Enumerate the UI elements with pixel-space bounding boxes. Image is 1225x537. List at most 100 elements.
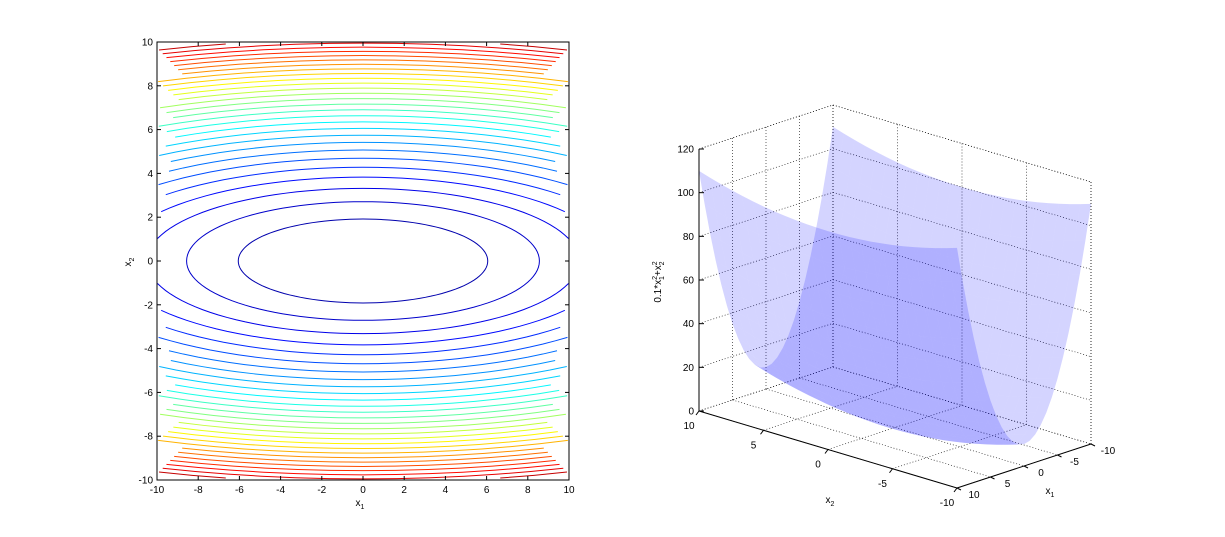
contour-y-tick-label: -2 [144,300,153,311]
surface-patch [923,250,941,285]
surface-patch [1052,332,1069,358]
surface-patch [996,436,1013,443]
contour-line [166,46,560,476]
contour-axes-box [156,41,570,481]
surface-patch [1013,440,1030,445]
surface-patch [935,310,953,339]
surface-patch [781,380,799,387]
surface-patch [1063,204,1081,241]
surface-x2-tick-label: -10 [940,498,955,509]
contour-y-tick-label: 0 [147,257,153,268]
surface-x2-tick-mark [824,449,829,454]
surface-patch [922,423,939,433]
surface-patch [932,437,949,441]
surface-patch [879,346,897,370]
surface-patch [982,352,999,376]
surface-patch [858,285,876,316]
surface-patch [875,193,892,233]
surface-patch [812,350,830,373]
contour-x-tick-label: 4 [443,485,449,496]
surface-patch [844,267,861,301]
surface-patch [843,176,860,217]
surface-patch [981,394,999,411]
contour-x-tick-label: -2 [317,485,326,496]
surface-patch [841,404,858,413]
surface-patch [776,370,794,381]
surface-patch [896,329,913,355]
surface-patch [878,424,895,428]
surface-patch [965,431,982,440]
surface-patch [975,443,992,445]
contour-x-tick-label: 2 [401,485,407,496]
surface-patch [873,421,890,428]
surface-patch [872,410,889,423]
surface-patch [878,419,895,429]
surface-wall-grid-line [698,366,834,412]
surface-patch [1009,271,1027,304]
contour-y-tick-label: 6 [147,125,153,136]
surface-patch [841,383,858,398]
surface-patch [1015,237,1032,273]
surface-patch [802,374,819,391]
surface-patch [806,283,824,315]
surface-patch [774,211,791,249]
surface-patch [1031,202,1048,240]
surface-patch [992,395,1009,412]
surface-patch [793,301,811,327]
surface-patch [937,424,954,435]
surface-patch [848,280,865,311]
surface-patch [898,333,915,359]
surface-patch [957,310,974,339]
surface-patch [790,248,807,284]
surface-patch [889,414,907,425]
surface-x2-tick-label: -5 [878,479,887,490]
surface-patch [731,190,748,229]
surface-patch [850,345,867,370]
surface-patch [786,375,803,390]
contour-x-ticks: -10 -8 -6 -4 -2 0 2 4 6 8 10 [150,42,575,496]
surface-patch [1041,332,1058,358]
surface-patch [893,355,910,379]
surface-patch [928,340,945,365]
surface-patch [986,444,1003,445]
surface-patch [814,382,831,395]
surface-patch [991,440,1009,445]
surface-patch [842,247,860,281]
surface-patch [914,247,931,281]
surface-patch [857,402,874,414]
surface-patch [1036,239,1054,275]
surface-z-tick-label: 60 [683,276,695,287]
surface-patch [928,383,945,402]
surface-patch [793,342,810,362]
surface-patch [810,286,827,315]
surface-patch [803,389,820,401]
surface-patch [870,151,887,194]
surface-patch [760,367,777,375]
surface-patch [827,203,844,241]
surface-patch [1014,356,1031,379]
surface-patch [826,268,843,300]
surface-patch [792,383,809,396]
surface-patch [871,241,888,277]
surface-patch [821,234,838,269]
surface-x1-tick-mark [956,487,962,491]
surface-patch [854,182,871,223]
surface-patch [846,397,864,409]
surface-patch [1030,378,1047,398]
surface-patch [720,240,738,274]
surface-patch [905,430,922,437]
surface-patch [960,390,977,409]
surface-patch [958,400,975,416]
surface-patch [748,345,766,364]
surface-patch [889,427,906,431]
surface-patch [815,314,832,340]
surface-patch [896,272,913,305]
surface-patch [824,402,842,408]
surface-patch [846,408,863,419]
surface-patch [726,267,743,298]
surface-patch [925,360,942,382]
surface-patch [992,424,1009,435]
surface-patch [941,281,958,312]
surface-patch [988,195,1005,235]
